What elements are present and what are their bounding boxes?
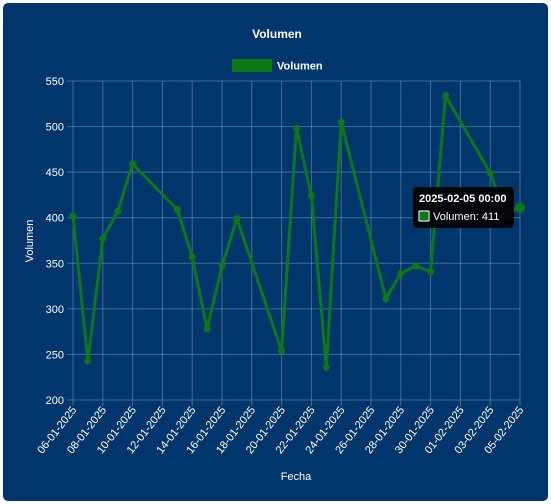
y-axis-title: Volumen bbox=[24, 220, 36, 263]
data-point bbox=[114, 207, 122, 215]
data-point bbox=[173, 206, 181, 214]
data-point bbox=[442, 92, 449, 100]
series-line bbox=[71, 94, 521, 369]
data-point bbox=[84, 357, 92, 365]
data-point bbox=[233, 215, 241, 223]
data-point bbox=[203, 325, 211, 333]
data-point bbox=[322, 363, 330, 371]
data-point bbox=[382, 295, 390, 303]
data-point bbox=[99, 235, 107, 243]
data-point bbox=[412, 262, 420, 270]
tooltip-swatch bbox=[418, 210, 430, 222]
tooltip: 2025-02-05 00:00 Volumen: 411 bbox=[413, 187, 514, 228]
y-tick-label: 200 bbox=[46, 395, 64, 407]
data-point bbox=[69, 212, 77, 220]
legend-label: Volumen bbox=[277, 61, 323, 73]
y-tick-label: 450 bbox=[46, 167, 64, 179]
data-point bbox=[486, 169, 494, 177]
data-point bbox=[427, 267, 435, 275]
y-tick-label: 350 bbox=[46, 258, 64, 270]
y-tick-label: 500 bbox=[46, 122, 64, 134]
data-point bbox=[293, 124, 300, 132]
legend[interactable]: Volumen bbox=[232, 59, 323, 73]
data-point bbox=[515, 202, 525, 213]
y-tick-label: 250 bbox=[46, 349, 64, 361]
tooltip-label: Volumen: 411 bbox=[433, 211, 499, 223]
data-point bbox=[397, 269, 405, 277]
data-point bbox=[307, 192, 315, 200]
data-point bbox=[188, 253, 196, 261]
y-axis-ticks: 200 250 300 350 400 450 500 550 bbox=[46, 76, 64, 407]
series-volumen bbox=[69, 92, 525, 371]
y-tick-label: 300 bbox=[46, 304, 64, 316]
data-point bbox=[278, 347, 286, 355]
tooltip-title: 2025-02-05 00:00 bbox=[419, 193, 506, 205]
data-point bbox=[129, 160, 137, 168]
x-axis-ticks: 06-01-202508-01-202510-01-202512-01-2025… bbox=[35, 404, 526, 456]
legend-swatch bbox=[232, 59, 272, 72]
chart-panel bbox=[3, 3, 548, 501]
y-tick-label: 400 bbox=[46, 213, 64, 225]
data-point bbox=[218, 262, 226, 270]
tooltip-background bbox=[413, 187, 514, 228]
x-axis-title: Fecha bbox=[281, 471, 312, 483]
y-tick-label: 550 bbox=[46, 76, 64, 88]
data-point bbox=[337, 118, 345, 126]
chart-title: Volumen bbox=[252, 27, 302, 41]
